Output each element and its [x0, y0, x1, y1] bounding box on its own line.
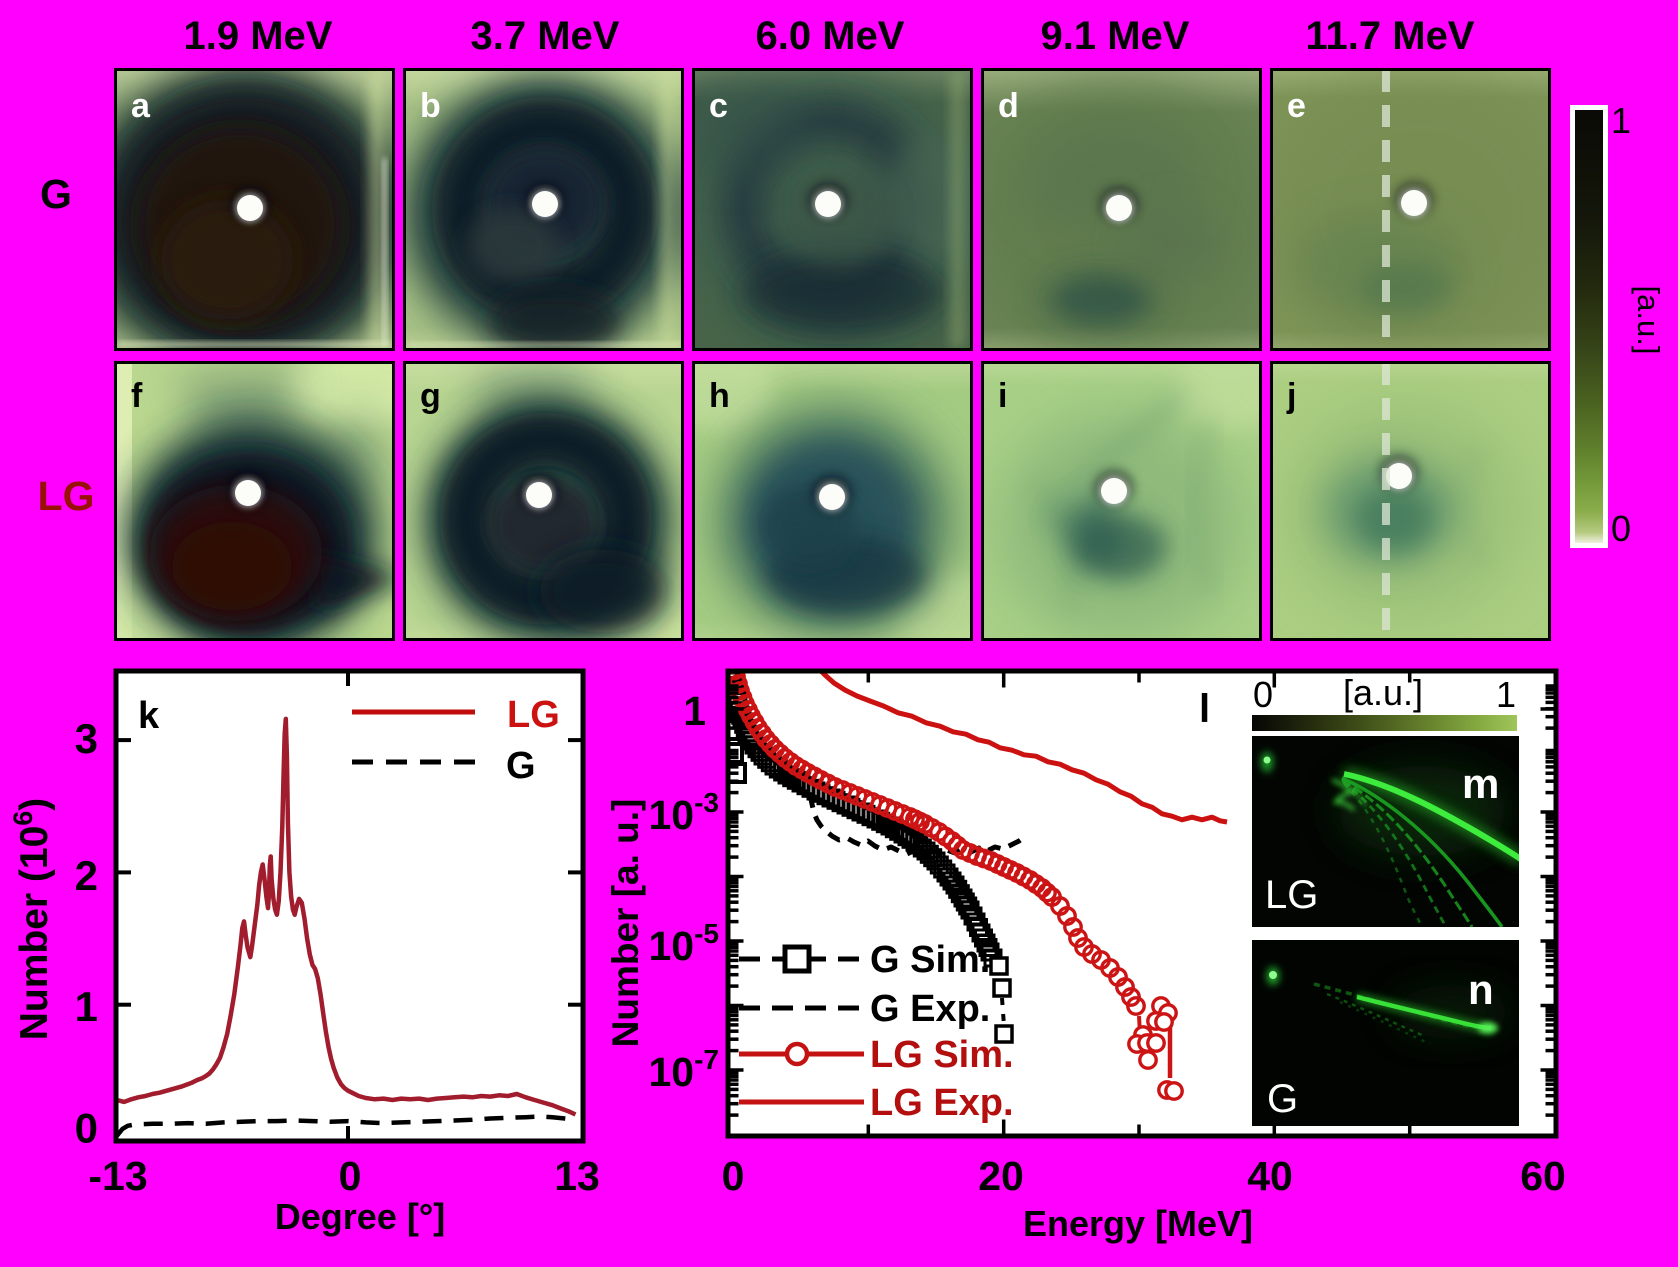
svg-text:Energy [MeV]: Energy [MeV] — [1023, 1203, 1253, 1244]
svg-text:60: 60 — [1520, 1153, 1566, 1199]
svg-text:40: 40 — [1247, 1153, 1293, 1199]
svg-text:LG Sim.: LG Sim. — [870, 1034, 1014, 1076]
svg-text:f: f — [131, 377, 143, 415]
svg-text:Number [a. u.]: Number [a. u.] — [605, 799, 646, 1048]
svg-text:G: G — [40, 171, 72, 217]
svg-text:h: h — [709, 377, 730, 415]
svg-text:0: 0 — [1611, 508, 1631, 549]
svg-text:G: G — [1267, 1077, 1298, 1121]
svg-text:0: 0 — [75, 1105, 98, 1152]
svg-text:0: 0 — [722, 1153, 745, 1199]
svg-text:LG: LG — [38, 473, 95, 519]
svg-text:1: 1 — [1611, 100, 1631, 141]
svg-text:9.1 MeV: 9.1 MeV — [1041, 14, 1190, 58]
svg-text:2: 2 — [75, 852, 98, 899]
svg-text:1: 1 — [683, 688, 706, 734]
svg-text:13: 13 — [554, 1153, 600, 1199]
svg-text:[a.u.]: [a.u.] — [1631, 286, 1666, 355]
svg-text:G Sim.: G Sim. — [870, 939, 990, 981]
svg-text:20: 20 — [978, 1153, 1024, 1199]
svg-text:-13: -13 — [88, 1153, 147, 1199]
svg-text:1: 1 — [1496, 674, 1516, 715]
svg-text:[a.u.]: [a.u.] — [1343, 672, 1423, 713]
svg-text:Degree [°]: Degree [°] — [275, 1196, 445, 1237]
svg-text:b: b — [420, 87, 441, 125]
svg-text:k: k — [138, 695, 160, 737]
svg-text:0: 0 — [1253, 674, 1273, 715]
svg-text:e: e — [1287, 87, 1306, 125]
svg-text:g: g — [420, 377, 441, 415]
svg-text:LG: LG — [507, 694, 560, 736]
svg-text:G: G — [506, 745, 536, 787]
svg-text:LG Exp.: LG Exp. — [870, 1082, 1014, 1124]
svg-text:j: j — [1286, 377, 1296, 415]
svg-text:0: 0 — [339, 1153, 362, 1199]
svg-text:G Exp.: G Exp. — [870, 988, 990, 1030]
svg-text:1.9 MeV: 1.9 MeV — [184, 14, 333, 58]
svg-text:d: d — [998, 87, 1019, 125]
svg-text:LG: LG — [1265, 873, 1318, 917]
svg-text:l: l — [1199, 687, 1210, 731]
svg-text:a: a — [131, 87, 151, 125]
svg-text:6.0 MeV: 6.0 MeV — [756, 14, 905, 58]
svg-text:m: m — [1462, 760, 1499, 807]
svg-text:3: 3 — [75, 715, 98, 762]
svg-text:i: i — [998, 377, 1007, 415]
svg-text:1: 1 — [75, 983, 98, 1030]
svg-text:c: c — [709, 87, 728, 125]
svg-text:3.7 MeV: 3.7 MeV — [471, 14, 620, 58]
svg-text:Number (106): Number (106) — [8, 798, 56, 1041]
svg-text:11.7 MeV: 11.7 MeV — [1305, 14, 1474, 58]
svg-text:10-3: 10-3 — [648, 787, 719, 838]
svg-text:n: n — [1468, 966, 1494, 1013]
